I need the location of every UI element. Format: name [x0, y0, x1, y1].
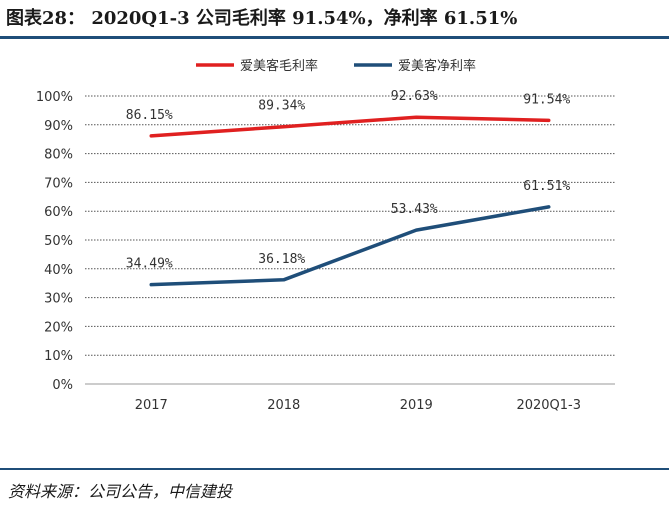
data-labels: 86.15% 89.34% 92.63% 91.54% 34.49% 36.18% 53.4… — [126, 89, 571, 271]
bottom-rule — [0, 468, 669, 470]
data-label: 36.18% — [258, 252, 305, 267]
data-label: 34.49% — [126, 257, 173, 272]
legend-label-1: 爱美客毛利率 — [240, 58, 318, 74]
data-label: 91.54% — [523, 92, 570, 107]
source-note: 资料来源：公司公告，中信建投 — [8, 482, 233, 501]
data-label: 86.15% — [126, 108, 173, 123]
y-tick-label: 70% — [44, 176, 73, 191]
y-tick-label: 30% — [44, 292, 73, 307]
chart-title: 图表28： 2020Q1-3 公司毛利率 91.54%，净利率 61.51% — [6, 8, 518, 29]
y-tick-label: 10% — [44, 349, 73, 364]
title-rule — [0, 36, 669, 39]
data-label: 92.63% — [391, 89, 438, 104]
x-tick-label: 2019 — [400, 398, 433, 413]
y-tick-label: 20% — [44, 320, 73, 335]
data-label: 53.43% — [391, 202, 438, 217]
y-tick-label: 40% — [44, 263, 73, 278]
y-tick-label: 0% — [52, 378, 73, 393]
y-tick-label: 90% — [44, 119, 73, 134]
x-tick-label: 2017 — [135, 398, 168, 413]
y-axis-ticks: 0% 10% 20% 30% 40% 50% 60% 70% 80% 90% 100% — [36, 90, 73, 393]
series-lines — [149, 115, 551, 287]
x-tick-label: 2020Q1-3 — [516, 398, 581, 413]
y-tick-label: 50% — [44, 234, 73, 249]
gridlines — [85, 95, 615, 385]
legend-label-2: 爱美客净利率 — [398, 58, 476, 74]
legend: 爱美客毛利率 爱美客净利率 — [196, 58, 476, 74]
series-line-1 — [149, 115, 551, 138]
y-tick-label: 60% — [44, 205, 73, 220]
series-line-2 — [149, 205, 551, 287]
y-tick-label: 80% — [44, 148, 73, 163]
data-label: 89.34% — [258, 99, 305, 114]
x-tick-label: 2018 — [267, 398, 300, 413]
data-label: 61.51% — [523, 179, 570, 194]
y-tick-label: 100% — [36, 90, 73, 105]
x-axis-ticks: 2017 2018 2019 2020Q1-3 — [135, 398, 581, 413]
line-chart: 0%10%20%30%40%50%60%70%80%90%100% 2017 20… — [36, 58, 615, 413]
